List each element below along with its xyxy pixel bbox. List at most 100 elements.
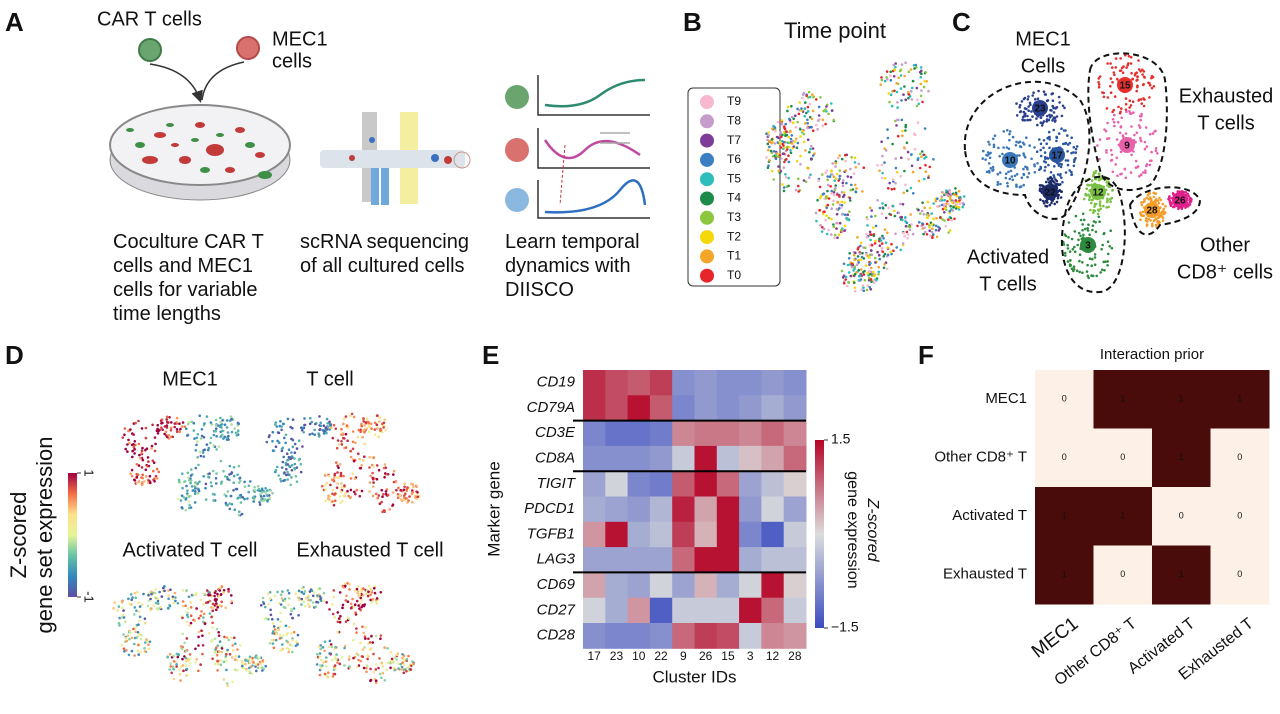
cell-dot <box>288 643 292 646</box>
cell-dot <box>958 202 962 206</box>
cell-dot <box>1119 57 1122 60</box>
cell-dot <box>1125 66 1128 69</box>
cell-dot <box>1105 206 1108 209</box>
cell-dot <box>1156 221 1159 224</box>
cell-dot <box>220 600 223 604</box>
cell-dot <box>923 206 926 210</box>
cell-dot <box>302 431 306 434</box>
cell-dot <box>362 458 365 462</box>
cell-dot <box>1015 140 1018 144</box>
cell-dot <box>939 216 942 220</box>
cell-dot <box>329 483 332 487</box>
cell-dot <box>1127 54 1131 58</box>
cell-dot <box>189 621 193 625</box>
cell-dot <box>213 591 217 594</box>
cell-dot <box>865 288 869 292</box>
heatmap-cell <box>694 395 718 422</box>
cell-dot <box>218 589 222 592</box>
cell-dot <box>778 140 782 144</box>
cell-dot <box>127 438 130 442</box>
cell-dot <box>354 611 357 614</box>
cell-dot <box>889 79 893 82</box>
cell-dot <box>274 423 277 426</box>
cell-dot <box>1022 172 1025 176</box>
cell-dot <box>889 74 892 77</box>
cell-dot <box>279 420 282 423</box>
cell-dot <box>216 592 219 596</box>
cell-dot <box>851 188 855 191</box>
cell-dot <box>798 101 801 104</box>
cell-dot <box>817 179 820 182</box>
heatmap-cell <box>605 420 629 447</box>
cell-dot <box>1014 144 1018 147</box>
cell-dot <box>380 661 384 664</box>
cell-dot <box>242 666 245 670</box>
cell-dot <box>407 665 411 669</box>
heatmap-cell <box>583 395 606 422</box>
cell-dot <box>359 466 363 470</box>
cell-dot <box>300 590 304 594</box>
cell-dot <box>1045 99 1049 103</box>
cell-dot <box>322 660 326 664</box>
cell-dot <box>169 588 172 591</box>
cell-dot <box>1119 150 1123 154</box>
cell-dot <box>1152 85 1156 88</box>
cell-dot <box>261 659 265 662</box>
cell-dot <box>212 433 216 437</box>
heatmap-cell <box>761 521 785 548</box>
cell-dot <box>215 627 219 631</box>
cell-dot <box>853 281 856 285</box>
colorbar-label: Z-scored <box>864 497 881 562</box>
cell-dot <box>1184 206 1187 209</box>
cell-dot <box>1070 136 1073 139</box>
cell-dot <box>219 459 223 463</box>
group-label: T cells <box>1197 112 1254 134</box>
cell-dot <box>851 265 854 269</box>
cell-dot <box>336 471 339 474</box>
cell-dot <box>194 483 197 487</box>
cell-dot <box>201 451 205 454</box>
cell-dot <box>868 230 872 234</box>
cell-dot <box>853 290 857 293</box>
cell-dot <box>136 473 140 477</box>
cell-dot <box>209 441 212 445</box>
cell-dot <box>138 619 141 623</box>
cell-dot <box>769 149 773 153</box>
cell-dot <box>234 642 237 645</box>
cell-dot <box>847 271 851 274</box>
cell-dot <box>881 202 884 205</box>
cell-dot <box>377 468 381 472</box>
cell-dot <box>1022 110 1026 114</box>
cell-dot <box>276 439 279 443</box>
cell-dot <box>332 478 335 482</box>
cell-dot <box>230 423 233 426</box>
cell-dot <box>880 246 884 250</box>
cell-dot <box>792 145 796 148</box>
cell-dot <box>828 175 832 178</box>
cell-dot <box>385 488 389 491</box>
cell-dot <box>214 424 218 428</box>
panel-label: D <box>5 340 24 370</box>
cell-dot <box>178 672 182 676</box>
cell-dot <box>1139 98 1143 101</box>
heatmap-cell <box>1035 428 1094 488</box>
cell-dot <box>855 187 858 190</box>
cell-dot <box>1102 231 1106 235</box>
heatmap-cell <box>694 471 718 497</box>
cell-dot <box>367 420 370 424</box>
heatmap-cell <box>783 420 807 447</box>
cell-dot <box>212 606 215 610</box>
cell-dot <box>1039 116 1043 119</box>
cell-dot <box>1059 162 1062 166</box>
cell-dot <box>127 653 131 657</box>
cell-dot <box>316 587 320 591</box>
cell-dot <box>171 595 175 599</box>
cell-dot <box>231 644 235 647</box>
cell-dot <box>832 191 836 194</box>
cell-dot <box>301 426 305 430</box>
cell-dot <box>868 206 872 210</box>
cell-dot <box>876 199 879 202</box>
cell-dot <box>813 152 816 155</box>
cell-dot <box>1092 209 1095 212</box>
cell-dot <box>1047 135 1051 139</box>
